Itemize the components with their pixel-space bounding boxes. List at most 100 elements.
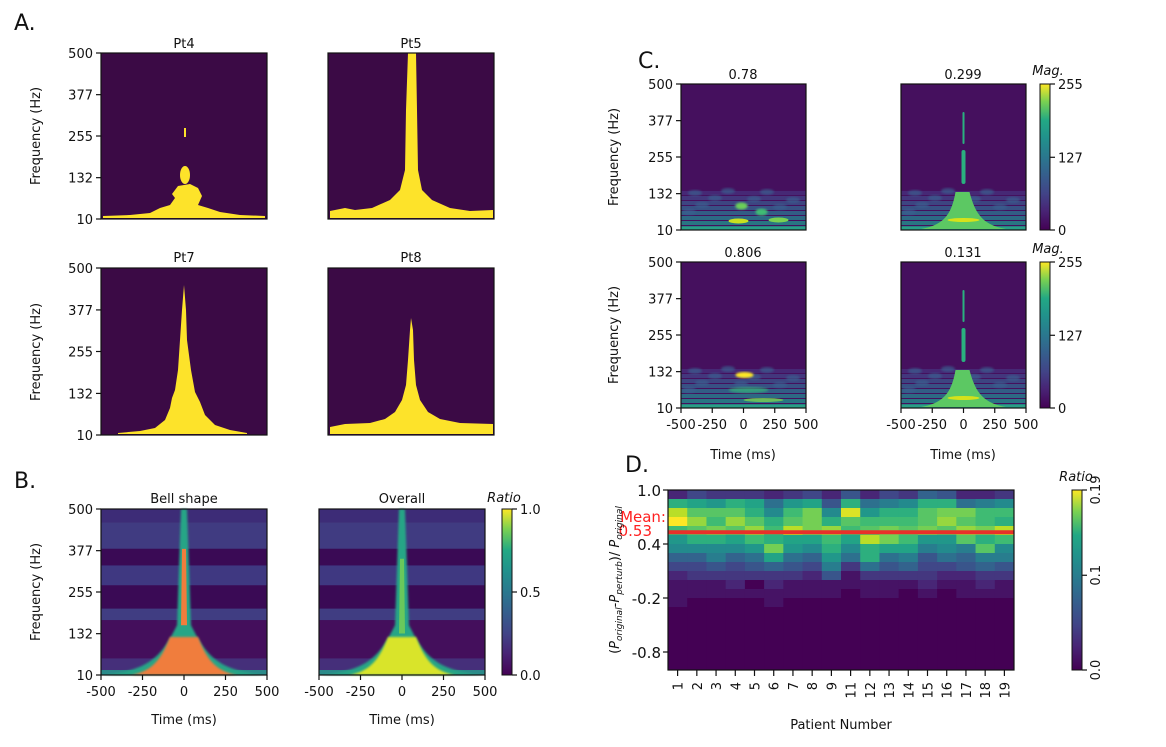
- heatmap-cell: [994, 490, 1015, 500]
- heatmap-cell: [994, 634, 1015, 644]
- x-tick-label: 3: [710, 682, 725, 690]
- spectrogram-original: [680, 83, 807, 231]
- heatmap-cell: [879, 499, 900, 509]
- heatmap-cell: [975, 517, 996, 527]
- heatmap-cell: [975, 661, 996, 671]
- panel-label-c: C.: [638, 49, 660, 74]
- subplot-title: Pt8: [400, 251, 421, 266]
- heatmap-cell: [879, 589, 900, 599]
- heatmap-cell: [725, 499, 746, 509]
- x-tick-label: 5: [749, 682, 764, 690]
- heatmap-cell: [841, 616, 861, 626]
- heatmap-cell: [706, 634, 727, 644]
- heatmap-cell: [956, 625, 977, 635]
- spectrogram-band: [681, 379, 806, 383]
- heatmap-cell: [879, 490, 900, 500]
- heatmap-cell: [956, 499, 977, 509]
- heatmap-cell: [687, 544, 707, 554]
- heatmap-cell: [956, 490, 977, 500]
- heatmap-cell: [687, 508, 707, 518]
- heatmap-cell: [725, 616, 746, 626]
- heatmap-cell: [879, 517, 900, 527]
- heatmap-cell: [975, 571, 996, 581]
- heatmap-cell: [937, 616, 957, 626]
- heatmap-cell: [841, 643, 861, 653]
- heatmap-cell: [687, 517, 707, 527]
- spectrogram-band: [681, 394, 806, 398]
- spectrogram-streak: [962, 112, 965, 144]
- heatmap-cell: [841, 535, 861, 545]
- x-axis-label: Time (ms): [368, 713, 435, 728]
- heatmap-cell: [956, 544, 977, 554]
- heatmap-cell: [898, 580, 919, 590]
- heatmap-cell: [956, 661, 977, 671]
- spectrogram-streak: [962, 290, 965, 322]
- heatmap-cell: [744, 625, 765, 635]
- heatmap-cell: [937, 652, 957, 662]
- colorbar-label: Ratio: [1059, 470, 1093, 485]
- ylabel-close: )/: [608, 548, 623, 562]
- colorbar-tick-label: 1.0: [520, 503, 541, 518]
- heatmap-cell: [668, 499, 688, 509]
- heatmap-cell: [860, 580, 880, 590]
- heatmap-cell: [821, 490, 842, 500]
- spectrogram-blob: [941, 366, 955, 372]
- spectrogram-peak: [735, 202, 748, 210]
- y-axis-label: Frequency (Hz): [29, 87, 44, 185]
- heatmap-cell: [975, 634, 996, 644]
- subplot-title: 0.78: [729, 68, 758, 83]
- heatmap-cell: [821, 535, 842, 545]
- y-tick-label: 377: [648, 293, 673, 308]
- heatmap-cell: [687, 616, 707, 626]
- spectrogram-streak: [961, 328, 966, 362]
- heatmap-cell: [744, 580, 765, 590]
- heatmap-cell: [917, 544, 938, 554]
- heatmap-cell: [879, 508, 900, 518]
- heatmap-cell: [841, 607, 861, 617]
- heatmap-cell: [687, 571, 707, 581]
- heatmap-cell: [802, 634, 823, 644]
- heatmap-cell: [744, 499, 765, 509]
- spectrogram-blob: [786, 197, 800, 203]
- heatmap-cell: [898, 598, 919, 608]
- heatmap-cell: [744, 589, 765, 599]
- mask-plot-pt4: Pt4: [100, 37, 268, 220]
- heatmap-cell: [706, 544, 727, 554]
- heatmap-cell: [917, 499, 938, 509]
- colorbar-tick-label: 0: [1058, 402, 1066, 417]
- x-tick-label: 250: [213, 685, 238, 700]
- ylabel-sub: original: [615, 506, 625, 540]
- heatmap-cell: [898, 499, 919, 509]
- spectrogram-peak: [947, 396, 980, 400]
- heatmap-cell: [744, 508, 765, 518]
- spectrogram-blob: [747, 196, 761, 202]
- heatmap-cell: [783, 571, 804, 581]
- heatmap-cell: [956, 535, 977, 545]
- spectrogram-blob: [760, 189, 774, 195]
- spectrogram-blob: [708, 195, 722, 201]
- ylabel-sub: original: [615, 607, 625, 641]
- heatmap-cell: [706, 652, 727, 662]
- x-tick-label: -250: [346, 685, 376, 700]
- colorbar-label: Mag.: [1032, 64, 1064, 79]
- heatmap-cell: [687, 562, 707, 572]
- heatmap-core: [181, 548, 187, 626]
- x-axis-label: Time (ms): [150, 713, 217, 728]
- spectrogram-blob: [902, 209, 916, 215]
- spectrogram-blob: [915, 380, 929, 386]
- heatmap-cell: [725, 535, 746, 545]
- heatmap-cell: [802, 544, 823, 554]
- heatmap-cell: [956, 643, 977, 653]
- heatmap-cell: [860, 598, 880, 608]
- spectrogram-blob: [993, 204, 1007, 210]
- x-tick-label: 0: [398, 685, 406, 700]
- heatmap-cell: [764, 517, 784, 527]
- x-tick-label: 9: [825, 682, 840, 690]
- y-tick-label: -0.2: [632, 590, 661, 608]
- heatmap-cell: [802, 616, 823, 626]
- heatmap-cell: [764, 544, 784, 554]
- heatmap-cell: [860, 607, 880, 617]
- heatmap-cell: [668, 580, 688, 590]
- heatmap-cell: [994, 616, 1015, 626]
- heatmap-cell: [975, 607, 996, 617]
